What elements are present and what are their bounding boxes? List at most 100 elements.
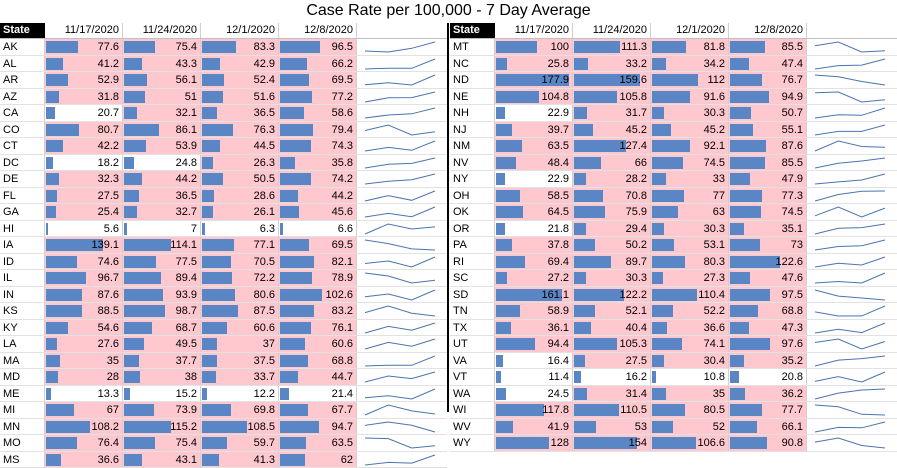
value-cell: 127.4	[573, 138, 651, 154]
value-cell: 36.5	[123, 188, 201, 204]
date-header: 11/24/2020	[123, 23, 201, 38]
value-cell: 68.8	[729, 303, 807, 319]
state-cell: FL	[0, 188, 45, 204]
value-cell: 44.2	[123, 171, 201, 187]
data-label: 115.2	[170, 419, 197, 435]
data-label: 63	[713, 204, 725, 220]
data-label: 69.5	[332, 72, 353, 88]
date-header: 12/1/2020	[651, 23, 729, 38]
data-bar	[496, 140, 522, 152]
data-bar	[496, 421, 513, 433]
value-cell: 38	[123, 369, 201, 385]
date-header: 12/1/2020	[201, 23, 279, 38]
sparkline	[807, 237, 897, 253]
value-cell: 117.8	[495, 402, 573, 418]
data-bar	[202, 256, 231, 268]
state-cell: MO	[0, 435, 45, 451]
data-label: 36.6	[704, 320, 725, 336]
sparkline-cell	[357, 39, 447, 55]
data-label: 85.5	[782, 39, 803, 55]
data-bar	[652, 124, 671, 136]
data-label: 47.4	[782, 56, 803, 72]
date-header: 11/24/2020	[573, 23, 651, 38]
state-cell: KS	[0, 303, 45, 319]
data-label: 108.5	[247, 419, 275, 435]
data-label: 94.7	[332, 419, 353, 435]
data-label: 62	[341, 452, 353, 468]
data-label: 35.8	[332, 155, 353, 171]
data-label: 44.5	[254, 138, 275, 154]
data-label: 50.5	[254, 171, 275, 187]
value-cell: 27.2	[495, 270, 573, 286]
sparkline-cell	[807, 369, 897, 385]
value-cell: 89.4	[123, 270, 201, 286]
data-label: 37	[263, 336, 275, 352]
sparkline-cell	[807, 254, 897, 270]
sparkline	[357, 402, 447, 418]
data-bar	[730, 74, 762, 86]
data-label: 53.9	[176, 138, 197, 154]
state-header: State	[450, 23, 495, 38]
value-cell: 53.1	[651, 237, 729, 253]
value-cell: 81.8	[651, 39, 729, 55]
value-cell: 24.8	[123, 155, 201, 171]
value-cell: 33	[651, 171, 729, 187]
data-bar	[124, 421, 171, 433]
state-cell: MT	[450, 39, 495, 55]
sparkline	[357, 39, 447, 55]
state-cell: OH	[450, 188, 495, 204]
data-bar	[124, 454, 142, 466]
sparkline-path	[365, 455, 435, 465]
data-label: 77.7	[782, 402, 803, 418]
data-label: 90.8	[782, 435, 803, 451]
value-cell: 37.5	[201, 353, 279, 369]
data-bar	[496, 305, 520, 317]
data-label: 89.4	[176, 270, 197, 286]
value-cell: 26.1	[201, 204, 279, 220]
data-bar	[124, 140, 146, 152]
sparkline	[357, 419, 447, 435]
sparkline-cell	[357, 402, 447, 418]
data-bar	[280, 289, 322, 301]
value-cell: 63.5	[495, 138, 573, 154]
value-cell: 42.2	[45, 138, 123, 154]
value-cell: 69.5	[279, 237, 357, 253]
data-bar	[730, 91, 769, 103]
data-bar	[652, 404, 685, 416]
data-bar	[730, 404, 762, 416]
data-label: 70.8	[626, 188, 647, 204]
sparkline-cell	[357, 435, 447, 451]
value-cell: 66.2	[279, 56, 357, 72]
data-bar	[202, 74, 224, 86]
data-bar	[202, 91, 223, 103]
data-label: 69.5	[332, 237, 353, 253]
sparkline	[807, 353, 897, 369]
value-cell: 78.9	[279, 270, 357, 286]
date-header: 11/17/2020	[45, 23, 123, 38]
value-cell: 48.4	[495, 155, 573, 171]
value-cell: 31.8	[45, 89, 123, 105]
data-label: 32.7	[176, 204, 197, 220]
state-cell: IN	[0, 287, 45, 303]
value-cell: 77.3	[729, 188, 807, 204]
sparkline	[807, 336, 897, 352]
value-cell: 10.8	[651, 369, 729, 385]
value-cell: 45.2	[573, 122, 651, 138]
data-label: 105.3	[619, 336, 647, 352]
value-cell: 104.8	[495, 89, 573, 105]
value-cell: 77.1	[201, 237, 279, 253]
data-label: 102.6	[325, 287, 353, 303]
data-bar	[730, 338, 770, 350]
value-cell: 90.8	[729, 435, 807, 451]
state-cell: PA	[450, 237, 495, 253]
value-cell: 74.2	[279, 171, 357, 187]
data-bar	[202, 107, 217, 119]
data-bar	[46, 107, 55, 119]
value-cell: 85.5	[729, 39, 807, 55]
sparkline-path	[815, 389, 885, 399]
data-label: 52.9	[98, 72, 119, 88]
data-label: 31.8	[98, 89, 119, 105]
